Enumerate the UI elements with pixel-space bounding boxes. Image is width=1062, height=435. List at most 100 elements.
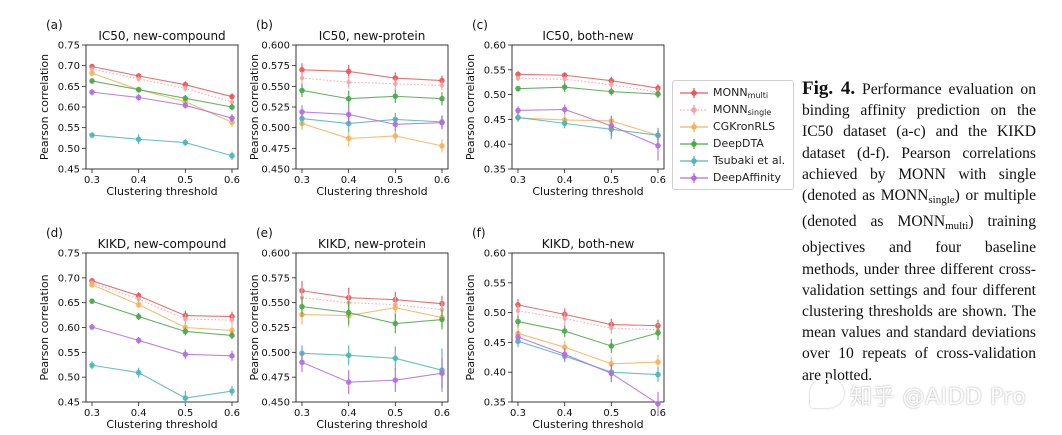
data-point — [183, 86, 188, 91]
legend-marker-deepaffinity — [680, 173, 708, 183]
y-tick-label: 0.40 — [484, 140, 506, 151]
legend-label: DeepDTA — [713, 136, 764, 152]
x-tick-label: 0.3 — [84, 408, 100, 419]
data-point — [345, 352, 352, 359]
y-tick-label: 0.55 — [484, 278, 506, 289]
series-line — [91, 326, 233, 357]
x-tick-label: 0.6 — [224, 175, 240, 186]
y-axis-label: Pearson correlation — [248, 54, 261, 160]
x-tick-label: 0.4 — [557, 408, 573, 419]
legend-label: Tsubaki et al. — [713, 153, 785, 169]
data-point — [561, 120, 568, 127]
series-monn_single — [515, 304, 661, 336]
data-point — [89, 66, 95, 72]
series-line — [91, 280, 233, 318]
x-axis-label: Clustering threshold — [316, 185, 427, 198]
data-point — [392, 121, 399, 128]
y-tick-label: 0.70 — [58, 61, 80, 72]
legend-label-base: Tsubaki et al. — [713, 154, 786, 167]
data-point — [299, 67, 305, 73]
series-deepdta — [299, 83, 445, 107]
legend-label: CGKronRLS — [713, 119, 775, 135]
y-tick-label: 0.60 — [58, 323, 80, 334]
data-point — [229, 353, 235, 359]
y-tick-label: 0.35 — [484, 165, 506, 176]
chart-title: IC50, new-compound — [98, 29, 225, 43]
data-point — [182, 81, 189, 88]
series-cgkronrls — [299, 116, 445, 153]
data-point — [609, 325, 614, 331]
data-point — [89, 132, 95, 138]
data-point — [89, 298, 95, 304]
series-monn_single — [89, 66, 235, 106]
caption-text-1: Performance evaluation on binding affini… — [802, 81, 1036, 205]
y-tick-label: 0.550 — [261, 298, 290, 309]
data-point — [392, 304, 399, 311]
watermark: 知乎 @AIDD Pro — [810, 378, 1040, 412]
chart-title: KIKD, new-protein — [318, 237, 426, 251]
data-point — [229, 104, 235, 110]
data-point — [515, 318, 521, 325]
series-tsubaki — [515, 335, 661, 382]
data-point — [229, 115, 235, 121]
series-monn_multi — [299, 280, 445, 312]
y-tick-label: 0.65 — [58, 298, 80, 309]
legend-label-sub: single — [747, 108, 772, 117]
series-line — [517, 340, 659, 376]
chart-panel-c: (c) IC50, both-new 0.35 0.40 0.45 0.50 0.55 0.6… — [464, 18, 666, 198]
series-line — [91, 80, 233, 108]
y-tick-label: 0.50 — [484, 308, 506, 319]
data-point — [561, 106, 568, 113]
data-point — [135, 313, 142, 320]
y-tick-label: 0.500 — [261, 348, 290, 359]
data-point — [439, 83, 445, 88]
data-point — [135, 94, 142, 101]
series-monn_multi — [89, 278, 235, 322]
data-point — [655, 91, 661, 97]
series-line — [301, 361, 443, 383]
data-point — [89, 70, 95, 76]
chart-panel-a: (a) IC50, new-compound 0.45 0.50 0.55 0.60 0.6… — [38, 18, 240, 198]
legend-label: DeepAffinity — [713, 170, 781, 186]
x-tick-label: 0.4 — [341, 408, 357, 419]
x-tick-label: 0.5 — [387, 408, 403, 419]
legend-marker-monn_single — [680, 105, 708, 115]
data-point — [345, 111, 352, 118]
panel-label: (c) — [472, 18, 488, 32]
chart-title: IC50, both-new — [542, 29, 633, 43]
series-tsubaki — [89, 361, 235, 405]
legend-marker-tsubaki — [680, 156, 708, 166]
caption-text-3: ) training objectives and four baseline … — [802, 213, 1036, 384]
y-tick-label: 0.50 — [58, 373, 80, 384]
data-point — [135, 301, 142, 308]
legend-marker-deepdta — [680, 139, 708, 149]
series-line — [91, 65, 233, 98]
legend-label-base: MONN — [713, 86, 748, 99]
series-deepaffinity — [89, 88, 235, 123]
series-monn_multi — [515, 298, 661, 332]
y-tick-label: 0.40 — [484, 368, 506, 379]
x-axis-label: Clustering threshold — [316, 418, 427, 431]
x-axis-label: Clustering threshold — [106, 185, 217, 198]
series-cgkronrls — [89, 281, 235, 336]
legend-label-sub: multi — [747, 91, 769, 100]
x-tick-label: 0.5 — [177, 408, 193, 419]
y-tick-label: 0.60 — [484, 249, 506, 260]
data-point — [182, 95, 189, 102]
data-point — [515, 76, 521, 81]
y-tick-label: 0.70 — [58, 273, 80, 284]
data-point — [655, 330, 661, 336]
data-point — [182, 139, 189, 146]
series-deepaffinity — [299, 352, 445, 395]
series-line — [301, 352, 443, 371]
data-point — [439, 370, 445, 376]
data-point — [439, 77, 445, 84]
series-line — [301, 111, 443, 125]
series-line — [517, 310, 659, 331]
x-tick-label: 0.5 — [177, 175, 193, 186]
y-axis-label: Pearson correlation — [38, 274, 51, 380]
series-monn_multi — [299, 63, 445, 86]
data-point — [393, 81, 398, 87]
data-point — [135, 337, 142, 344]
